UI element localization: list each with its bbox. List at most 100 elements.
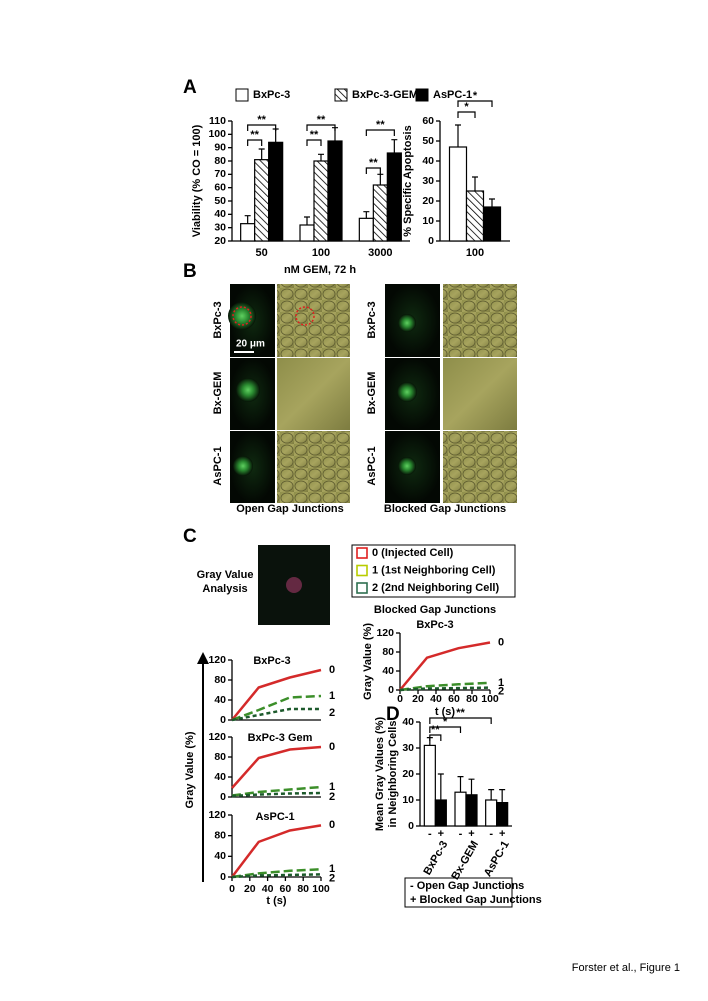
y-tick-label: 120: [208, 654, 226, 666]
y-tick-label: 0: [220, 714, 226, 726]
row-label: BxPc-3: [212, 301, 224, 338]
bar: [465, 794, 478, 827]
y-tick-label: 80: [214, 155, 226, 167]
y-tick-label: 120: [208, 809, 226, 821]
x-tick-label: BxPc-3: [421, 839, 450, 877]
x-tick-label: 3000: [368, 247, 392, 259]
series-end-label: 0: [329, 664, 335, 676]
significance-bracket: [247, 139, 263, 146]
series-end-label: 2: [329, 707, 335, 719]
chart-title: Blocked Gap Junctions: [374, 604, 496, 616]
line: [231, 785, 322, 797]
y-tick-label: 40: [214, 771, 226, 783]
y-tick-label: 0: [220, 791, 226, 803]
x-tick-label: Bx-GEM: [449, 839, 481, 882]
y-tick-label: 40: [402, 716, 414, 728]
significance-label: **: [369, 157, 378, 169]
y-tick-label: 60: [422, 115, 434, 127]
panel-label: B: [183, 261, 197, 282]
series-end-label: 2: [329, 872, 335, 884]
y-tick-label: 30: [214, 221, 226, 233]
bar: [465, 190, 485, 242]
injected-cell-marker: [295, 306, 315, 326]
y-tick-label: 120: [376, 627, 394, 639]
phase-image: [443, 358, 517, 430]
series-end-label: 1: [329, 863, 335, 875]
y-tick-label: 80: [382, 646, 394, 658]
y-tick-label: 60: [214, 181, 226, 193]
error-bar: [472, 176, 478, 191]
x-tick-label: 80: [297, 883, 309, 895]
chart-subtitle: BxPc-3: [416, 619, 453, 631]
x-tick-label: 50: [256, 247, 268, 259]
legend-marker: [356, 564, 368, 577]
chart-title: BxPc-3: [253, 655, 290, 667]
row-label: AsPC-1: [212, 446, 224, 485]
y-tick-label: 120: [208, 731, 226, 743]
bar: [423, 744, 436, 827]
scale-bar-label: 20 μm: [236, 339, 265, 350]
x-tick-label: 100: [481, 693, 499, 705]
bar: [358, 217, 374, 242]
bar: [454, 791, 467, 827]
y-tick-label: 110: [209, 115, 226, 127]
y-tick-label: 80: [214, 674, 226, 686]
series-tick-label: +: [438, 828, 444, 840]
y-tick-label: 20: [422, 195, 434, 207]
x-axis-label: t (s): [435, 706, 456, 718]
cell-glow: [236, 378, 260, 402]
significance-label: **: [376, 119, 385, 131]
significance-label: **: [456, 707, 465, 719]
error-bar: [488, 789, 495, 800]
y-tick-label: 100: [208, 128, 226, 140]
row-label: Bx-GEM: [366, 372, 378, 415]
series-end-label: 0: [498, 636, 504, 648]
y-tick-label: 30: [422, 175, 434, 187]
bar: [448, 146, 468, 242]
y-tick-label: 30: [402, 742, 414, 754]
y-axis-label: Mean Gray Values (%): [374, 717, 386, 832]
line: [399, 681, 491, 692]
arrow-head: [197, 652, 209, 664]
significance-label: **: [431, 724, 440, 736]
y-tick-label: 80: [214, 829, 226, 841]
footer: Forster et al., Figure 1: [572, 962, 680, 974]
row-label: Bx-GEM: [212, 372, 224, 415]
injected-cell-marker: [232, 306, 252, 326]
legend-label: 0 (Injected Cell): [372, 547, 454, 559]
significance-bracket: [429, 734, 442, 741]
y-tick-label: 40: [214, 850, 226, 862]
legend-label: BxPc-3: [253, 89, 290, 101]
significance-bracket: [457, 111, 476, 118]
row-label: AsPC-1: [366, 446, 378, 485]
x-tick-label: 0: [229, 883, 235, 895]
bar: [372, 184, 388, 242]
x-axis-label: t (s): [266, 895, 287, 907]
x-tick-label: 100: [312, 883, 330, 895]
significance-bracket: [429, 726, 462, 733]
bar: [496, 801, 509, 827]
error-bar: [468, 778, 475, 795]
panel-label: C: [183, 526, 197, 547]
legend-label: + Blocked Gap Junctions: [410, 894, 542, 906]
x-axis-label: nM GEM, 72 h: [284, 264, 356, 276]
x-tick-label: 80: [466, 693, 478, 705]
y-axis-label: Gray Value (%): [184, 731, 196, 808]
y-tick-label: 0: [428, 235, 434, 247]
series-tick-label: -: [489, 828, 493, 840]
series-end-label: 1: [329, 781, 335, 793]
line: [231, 694, 322, 722]
bar: [482, 206, 502, 242]
bar: [434, 799, 447, 827]
legend-label: 2 (2nd Neighboring Cell): [372, 582, 499, 594]
x-tick-label: 20: [412, 693, 424, 705]
line: [231, 791, 322, 798]
line: [399, 686, 491, 692]
bar: [240, 223, 256, 242]
y-tick-label: 40: [382, 665, 394, 677]
significance-bracket: [429, 717, 492, 724]
line: [231, 824, 322, 878]
series-tick-label: -: [428, 828, 432, 840]
significance-bracket: [306, 139, 322, 146]
